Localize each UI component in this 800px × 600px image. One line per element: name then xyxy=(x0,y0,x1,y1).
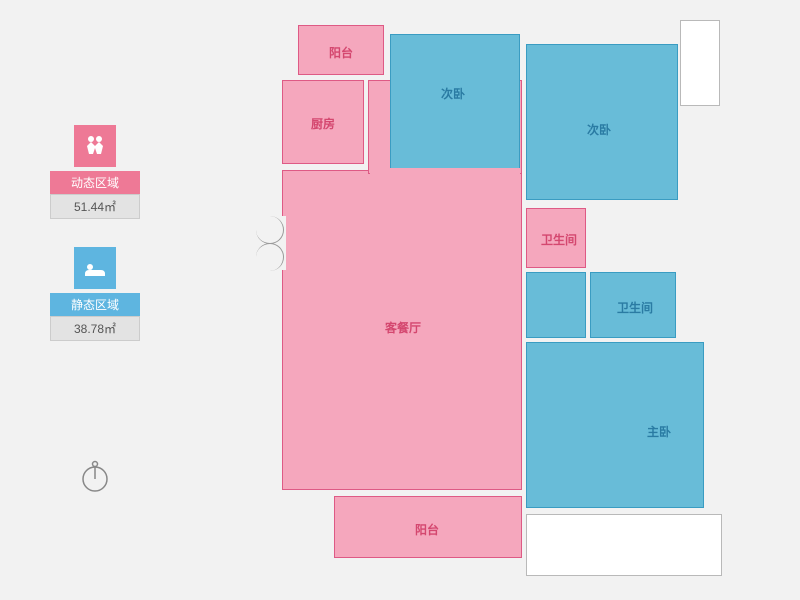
legend-static-label: 静态区域 xyxy=(50,293,140,316)
legend-static-value: 38.78㎡ xyxy=(50,316,140,341)
room-label-bath_blue: 卫生间 xyxy=(617,299,653,316)
compass-icon xyxy=(78,460,112,494)
room-bed2_left: 次卧 xyxy=(390,34,520,174)
floor-plan: 阳台厨房客餐厅卫生间阳台次卧次卧卫生间主卧 xyxy=(262,20,722,580)
room-bed2_right: 次卧 xyxy=(526,44,678,200)
room-living: 客餐厅 xyxy=(282,170,522,490)
room-label-master: 主卧 xyxy=(647,423,671,440)
door-arc-0 xyxy=(256,216,284,244)
room-label-living: 客餐厅 xyxy=(385,319,421,336)
room-master: 主卧 xyxy=(526,342,704,508)
living-merge-patch xyxy=(370,168,520,174)
room-kitchen: 厨房 xyxy=(282,80,364,164)
room-label-bath_pink: 卫生间 xyxy=(541,231,577,248)
room-label-bed2_left: 次卧 xyxy=(441,85,465,102)
people-icon xyxy=(74,125,116,167)
room-label-balcony_bot: 阳台 xyxy=(415,521,439,538)
door-arc-1 xyxy=(256,243,284,271)
sleep-icon xyxy=(74,247,116,289)
room-label-balcony_top: 阳台 xyxy=(329,44,353,61)
room-gap_blue xyxy=(526,272,586,338)
legend: 动态区域 51.44㎡ 静态区域 38.78㎡ xyxy=(50,125,140,369)
legend-dynamic-value: 51.44㎡ xyxy=(50,194,140,219)
legend-dynamic-label: 动态区域 xyxy=(50,171,140,194)
legend-static: 静态区域 38.78㎡ xyxy=(50,247,140,341)
room-balcony_bot: 阳台 xyxy=(334,496,522,558)
room-label-bed2_right: 次卧 xyxy=(587,121,611,138)
legend-dynamic: 动态区域 51.44㎡ xyxy=(50,125,140,219)
room-bath_blue: 卫生间 xyxy=(590,272,676,338)
outline-balc_top_right xyxy=(680,20,720,106)
room-label-kitchen: 厨房 xyxy=(311,115,335,132)
room-balcony_top: 阳台 xyxy=(298,25,384,75)
room-bath_pink: 卫生间 xyxy=(526,208,586,268)
outline-balc_bot_right xyxy=(526,514,722,576)
